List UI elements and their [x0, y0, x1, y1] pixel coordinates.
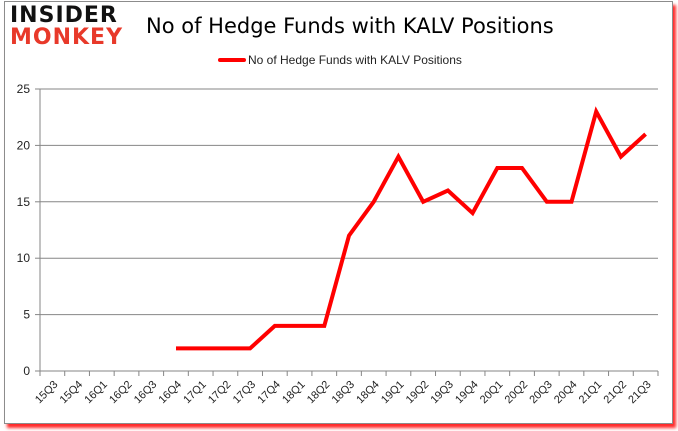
x-tick-label: 20Q3 — [527, 379, 555, 407]
y-tick-label: 20 — [17, 138, 31, 152]
y-tick-label: 15 — [17, 195, 31, 209]
x-tick-label: 17Q4 — [255, 379, 283, 407]
x-tick-label: 19Q4 — [453, 379, 481, 407]
logo-line-2: MONKEY — [10, 25, 124, 50]
x-tick-label: 15Q3 — [33, 379, 61, 407]
x-tick-label: 16Q4 — [157, 379, 185, 407]
legend-label: No of Hedge Funds with KALV Positions — [248, 53, 462, 67]
y-tick-label: 10 — [17, 251, 31, 265]
insider-monkey-logo: INSIDER MONKEY — [10, 5, 123, 49]
x-tick-label: 18Q1 — [280, 379, 308, 407]
x-tick-label: 20Q4 — [552, 379, 580, 407]
legend-swatch — [218, 58, 246, 62]
x-tick-label: 18Q3 — [330, 379, 358, 407]
chart-legend: No of Hedge Funds with KALV Positions — [218, 53, 462, 67]
x-tick-label: 19Q3 — [428, 379, 456, 407]
chart-title: No of Hedge Funds with KALV Positions — [146, 14, 554, 38]
x-tick-label: 18Q4 — [354, 379, 382, 407]
x-tick-label: 21Q2 — [602, 379, 630, 407]
x-tick-label: 21Q3 — [626, 379, 654, 407]
x-tick-label: 19Q2 — [404, 379, 432, 407]
x-tick-label: 21Q1 — [577, 379, 605, 407]
x-tick-label: 18Q2 — [305, 379, 333, 407]
x-tick-label: 16Q2 — [107, 379, 135, 407]
logo-line-1: INSIDER — [10, 3, 118, 28]
x-tick-label: 20Q1 — [478, 379, 506, 407]
x-tick-label: 16Q3 — [132, 379, 160, 407]
y-tick-label: 0 — [23, 364, 30, 378]
x-tick-label: 19Q1 — [379, 379, 407, 407]
x-tick-label: 15Q4 — [58, 379, 86, 407]
y-tick-label: 5 — [23, 308, 30, 322]
y-tick-label: 25 — [17, 82, 31, 96]
chart-frame — [4, 1, 673, 424]
series-line — [176, 106, 647, 351]
x-tick-label: 17Q3 — [231, 379, 259, 407]
x-tick-label: 17Q2 — [206, 379, 234, 407]
x-tick-label: 17Q1 — [181, 379, 209, 407]
x-tick-label: 20Q2 — [503, 379, 531, 407]
x-tick-label: 16Q1 — [82, 379, 110, 407]
